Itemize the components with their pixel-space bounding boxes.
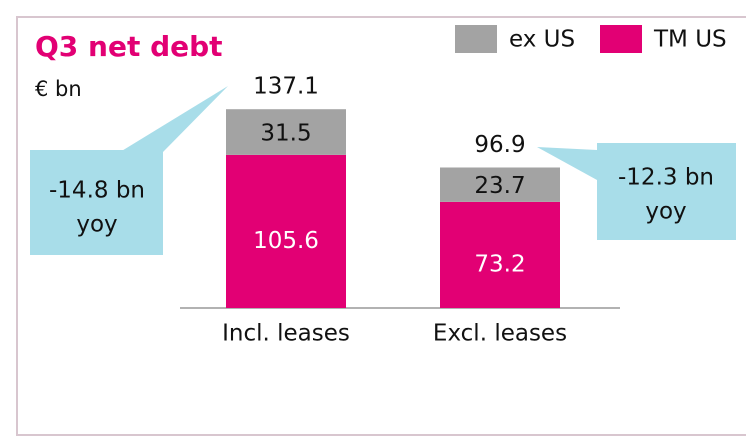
legend-swatch	[455, 25, 497, 53]
value-label: 105.6	[253, 228, 319, 254]
callout-box	[597, 143, 736, 240]
annotation: yoy	[645, 199, 686, 225]
bar-segment	[440, 201, 560, 308]
total-label: 96.9	[474, 132, 525, 158]
value-label: 23.7	[474, 173, 525, 199]
x-tick-label: Incl. leases	[222, 321, 350, 347]
legend-label: ex US	[509, 27, 575, 53]
chart-title: Q3 net debt	[35, 30, 223, 63]
value-label: 31.5	[260, 121, 311, 147]
annotation: yoy	[76, 212, 117, 238]
bar-segment	[226, 154, 346, 308]
value-label: 73.2	[474, 251, 525, 277]
frame	[16, 16, 746, 436]
annotation: -14.8 bn	[49, 178, 145, 204]
annotation: -12.3 bn	[618, 165, 714, 191]
x-tick-label: Excl. leases	[433, 321, 567, 347]
legend-swatch	[600, 25, 642, 53]
chart-subtitle: € bn	[35, 77, 82, 101]
callout-box	[30, 150, 163, 255]
callout-pointer	[537, 147, 597, 180]
bar-segment	[440, 167, 560, 202]
callout-pointer	[120, 86, 228, 152]
legend-label: TM US	[653, 27, 727, 53]
total-label: 137.1	[253, 74, 319, 100]
bar-segment	[226, 109, 346, 155]
